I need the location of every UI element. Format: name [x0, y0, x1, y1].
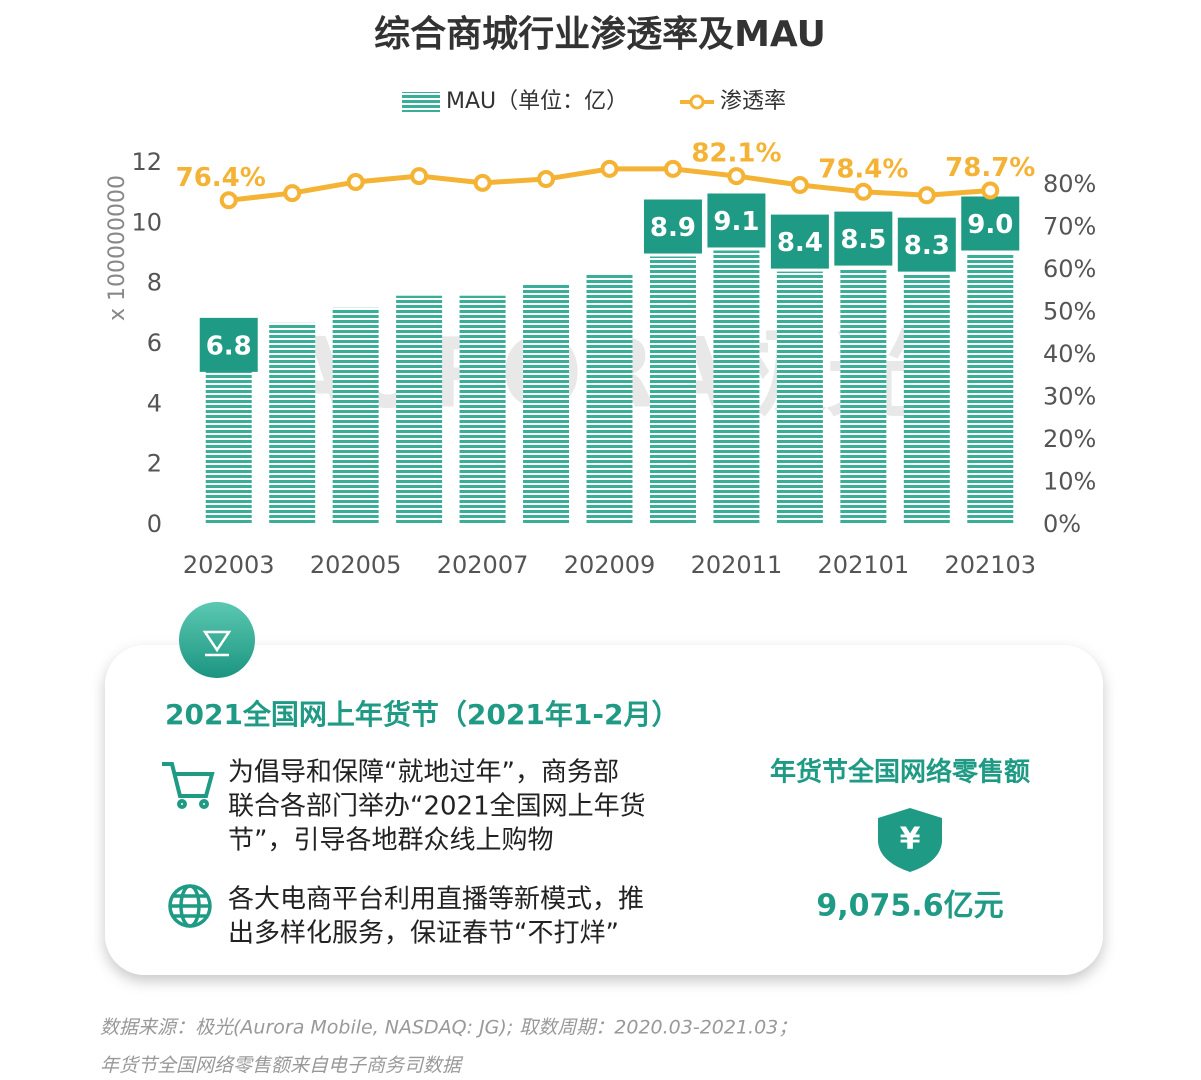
value-label-box — [770, 214, 829, 269]
legend-label: MAU（单位：亿） — [446, 89, 628, 114]
x-tick-label: 202103 — [944, 551, 1036, 579]
panel-icon-glyph — [202, 630, 232, 657]
legend-swatch — [689, 94, 705, 110]
value-label: 8.9 — [650, 213, 696, 243]
panel-title: 2021全国网上年货节（2021年1-2月） — [165, 698, 679, 731]
value-label: 78.7% — [945, 153, 1035, 183]
value-label-box — [961, 196, 1020, 251]
y2-tick-label: 0% — [1043, 510, 1081, 538]
x-tick-label: 202005 — [310, 551, 402, 579]
stat-icon: ¥ — [900, 822, 921, 857]
value-label: 8.4 — [777, 228, 823, 258]
value-label: 9.0 — [967, 210, 1013, 240]
value-label: 8.3 — [904, 231, 950, 261]
y-tick-label: 10 — [131, 208, 162, 236]
value-label-box — [643, 199, 702, 254]
y2-tick-label: 10% — [1043, 468, 1096, 496]
x-tick-label: 202009 — [564, 551, 656, 579]
y-tick-label: 6 — [147, 329, 162, 357]
point — [854, 182, 873, 201]
point — [790, 176, 809, 194]
y2-tick-label: 30% — [1043, 383, 1096, 411]
footer-line: 数据来源：极光(Aurora Mobile, NASDAQ: JG); 取数周期… — [100, 1017, 797, 1039]
y2-tick-label: 20% — [1043, 425, 1096, 453]
footer-line: 年货节全国网络零售额来自电子商务司数据 — [100, 1055, 464, 1077]
point — [981, 181, 1000, 200]
bar — [332, 307, 379, 525]
stat-title: 年货节全国网络零售额 — [770, 757, 1030, 788]
bar — [523, 283, 570, 525]
value-label-box — [199, 317, 258, 372]
value-label-box — [707, 193, 766, 248]
y2-tick-label: 80% — [1043, 170, 1096, 198]
x-tick-label: 202003 — [183, 551, 275, 579]
value-label: 9.1 — [713, 207, 759, 237]
legend-swatch — [402, 92, 440, 112]
bullet-text: 各大电商平台利用直播等新模式，推 — [228, 885, 644, 915]
point — [727, 167, 746, 186]
panel-icon — [179, 602, 255, 678]
point — [219, 191, 238, 210]
bar — [776, 271, 823, 525]
shield-icon — [878, 808, 942, 872]
value-label: 6.8 — [206, 331, 252, 361]
value-label-box — [834, 211, 893, 266]
point — [537, 170, 556, 189]
bar — [269, 322, 316, 525]
legend-label: 渗透率 — [720, 89, 786, 114]
panel — [105, 645, 1103, 975]
x-tick-label: 202011 — [691, 551, 783, 579]
y-tick-label: 12 — [131, 148, 162, 176]
point — [663, 159, 682, 178]
stat-value: 9,075.6亿元 — [816, 889, 1003, 924]
bar — [396, 295, 443, 525]
chart-title: 综合商城行业渗透率及MAU — [374, 14, 826, 55]
value-label: 76.4% — [176, 163, 266, 193]
point — [346, 173, 365, 192]
bullet-text: 联合各部门举办“2021全国网上年货 — [228, 792, 646, 822]
y2-tick-label: 70% — [1043, 213, 1096, 241]
point — [917, 186, 936, 205]
bar — [840, 268, 887, 525]
y2-tick-label: 60% — [1043, 255, 1096, 283]
y-tick-label: 0 — [147, 510, 162, 538]
bar — [967, 253, 1014, 525]
plot: 0 2 4 6 8 10 12 0% 10% 20% 30% 40% 50% 60% 70% 80% 20200… — [131, 89, 1096, 579]
bullet-text: 出多样化服务，保证春节“不打烊” — [228, 919, 619, 949]
bar — [459, 295, 506, 525]
y-axis-label: x 100000000 — [105, 175, 130, 321]
bar — [903, 274, 950, 525]
y-tick-label: 2 — [147, 450, 162, 478]
bar — [586, 274, 633, 525]
y2-tick-label: 40% — [1043, 340, 1096, 368]
x-tick-label: 202007 — [437, 551, 529, 579]
bar — [713, 250, 760, 525]
x-tick-label: 202101 — [818, 551, 910, 579]
y-tick-label: 4 — [147, 389, 162, 417]
value-label: 82.1% — [691, 139, 781, 169]
bullet-text: 节”，引导各地群众线上购物 — [228, 826, 553, 856]
bar — [649, 256, 696, 525]
y-tick-label: 8 — [147, 269, 162, 297]
y2-tick-label: 50% — [1043, 298, 1096, 326]
point — [283, 184, 302, 203]
bullet-text: 为倡导和保障“就地过年”，商务部 — [228, 758, 619, 788]
point — [473, 173, 492, 192]
value-label: 8.5 — [840, 225, 886, 255]
point — [410, 167, 429, 186]
cart-icon — [162, 762, 215, 809]
point — [600, 159, 619, 178]
value-label-box — [897, 217, 956, 272]
globe-icon — [168, 884, 212, 928]
value-label: 78.4% — [818, 154, 908, 184]
